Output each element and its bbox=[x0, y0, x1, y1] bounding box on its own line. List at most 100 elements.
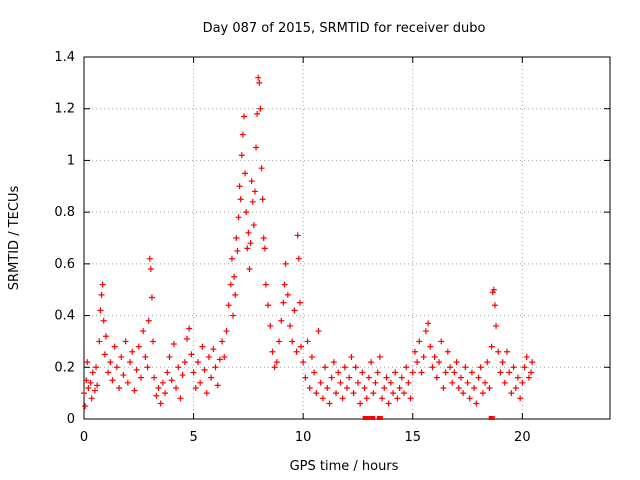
data-point bbox=[409, 369, 416, 376]
data-point bbox=[150, 338, 157, 345]
data-point bbox=[330, 359, 337, 366]
data-point bbox=[368, 359, 375, 366]
data-point bbox=[521, 364, 528, 371]
data-point bbox=[159, 379, 166, 386]
data-point bbox=[142, 353, 149, 360]
data-point bbox=[170, 341, 177, 348]
data-point bbox=[431, 353, 438, 360]
data-point bbox=[453, 359, 460, 366]
data-point bbox=[199, 343, 206, 350]
data-point bbox=[255, 74, 262, 81]
data-point bbox=[280, 299, 287, 306]
data-point bbox=[87, 379, 94, 386]
data-point bbox=[503, 348, 510, 355]
data-point bbox=[235, 214, 242, 221]
data-point bbox=[250, 222, 257, 229]
data-point bbox=[248, 178, 255, 185]
chart-title: Day 087 of 2015, SRMTID for receiver dub… bbox=[203, 21, 486, 36]
x-tick-label: 10 bbox=[295, 430, 312, 445]
data-point bbox=[192, 384, 199, 391]
data-point bbox=[89, 369, 96, 376]
data-point bbox=[514, 374, 521, 381]
data-point bbox=[422, 328, 429, 335]
data-point bbox=[464, 379, 471, 386]
data-point bbox=[148, 294, 155, 301]
data-point bbox=[444, 348, 451, 355]
data-point bbox=[98, 291, 105, 298]
data-point bbox=[223, 328, 230, 335]
data-point bbox=[133, 366, 140, 373]
data-point bbox=[440, 384, 447, 391]
data-point bbox=[405, 379, 412, 386]
data-point bbox=[493, 322, 500, 329]
data-point bbox=[271, 364, 278, 371]
data-point bbox=[525, 374, 532, 381]
data-point bbox=[394, 395, 401, 402]
data-point bbox=[352, 364, 359, 371]
data-point bbox=[265, 302, 272, 309]
data-point bbox=[240, 113, 247, 120]
data-point bbox=[109, 377, 116, 384]
data-point bbox=[449, 379, 456, 386]
data-point bbox=[296, 299, 303, 306]
zero-marker bbox=[488, 416, 495, 420]
data-point bbox=[205, 353, 212, 360]
data-point bbox=[212, 364, 219, 371]
data-point bbox=[157, 400, 164, 407]
data-point bbox=[311, 369, 318, 376]
data-point bbox=[508, 390, 515, 397]
data-point bbox=[173, 384, 180, 391]
data-point bbox=[287, 322, 294, 329]
zero-marker bbox=[369, 416, 376, 420]
data-point bbox=[262, 281, 269, 288]
data-point bbox=[379, 395, 386, 402]
data-point bbox=[166, 353, 173, 360]
data-point bbox=[475, 374, 482, 381]
data-point bbox=[528, 369, 535, 376]
data-point bbox=[100, 317, 107, 324]
data-point bbox=[442, 369, 449, 376]
y-tick-label: 0.6 bbox=[54, 257, 75, 272]
data-point bbox=[238, 152, 245, 159]
data-point bbox=[385, 400, 392, 407]
data-point bbox=[363, 395, 370, 402]
data-point bbox=[97, 307, 104, 314]
data-point bbox=[396, 384, 403, 391]
data-point bbox=[510, 364, 517, 371]
data-point bbox=[258, 165, 265, 172]
data-point bbox=[120, 372, 127, 379]
data-point bbox=[462, 364, 469, 371]
data-point bbox=[210, 346, 217, 353]
data-point bbox=[306, 384, 313, 391]
data-point bbox=[278, 317, 285, 324]
data-point bbox=[499, 359, 506, 366]
data-point bbox=[519, 379, 526, 386]
data-point bbox=[460, 390, 467, 397]
data-point bbox=[370, 390, 377, 397]
data-point bbox=[398, 374, 405, 381]
data-point bbox=[302, 374, 309, 381]
data-point bbox=[313, 390, 320, 397]
data-points bbox=[81, 74, 536, 420]
data-point bbox=[484, 359, 491, 366]
data-point bbox=[135, 343, 142, 350]
data-point bbox=[319, 395, 326, 402]
zero-marker bbox=[362, 416, 369, 420]
data-point bbox=[236, 183, 243, 190]
data-point bbox=[81, 390, 87, 397]
data-point bbox=[297, 343, 304, 350]
y-tick-label: 0.8 bbox=[54, 205, 75, 220]
data-point bbox=[88, 395, 95, 402]
data-point bbox=[400, 390, 407, 397]
data-point bbox=[317, 379, 324, 386]
zero-marker bbox=[376, 416, 383, 420]
data-point bbox=[451, 369, 458, 376]
data-point bbox=[122, 338, 129, 345]
data-point bbox=[214, 382, 221, 389]
data-point bbox=[188, 351, 195, 358]
data-point bbox=[506, 369, 513, 376]
data-point bbox=[291, 307, 298, 314]
data-point bbox=[181, 359, 188, 366]
data-point bbox=[482, 379, 489, 386]
data-point bbox=[216, 356, 223, 363]
